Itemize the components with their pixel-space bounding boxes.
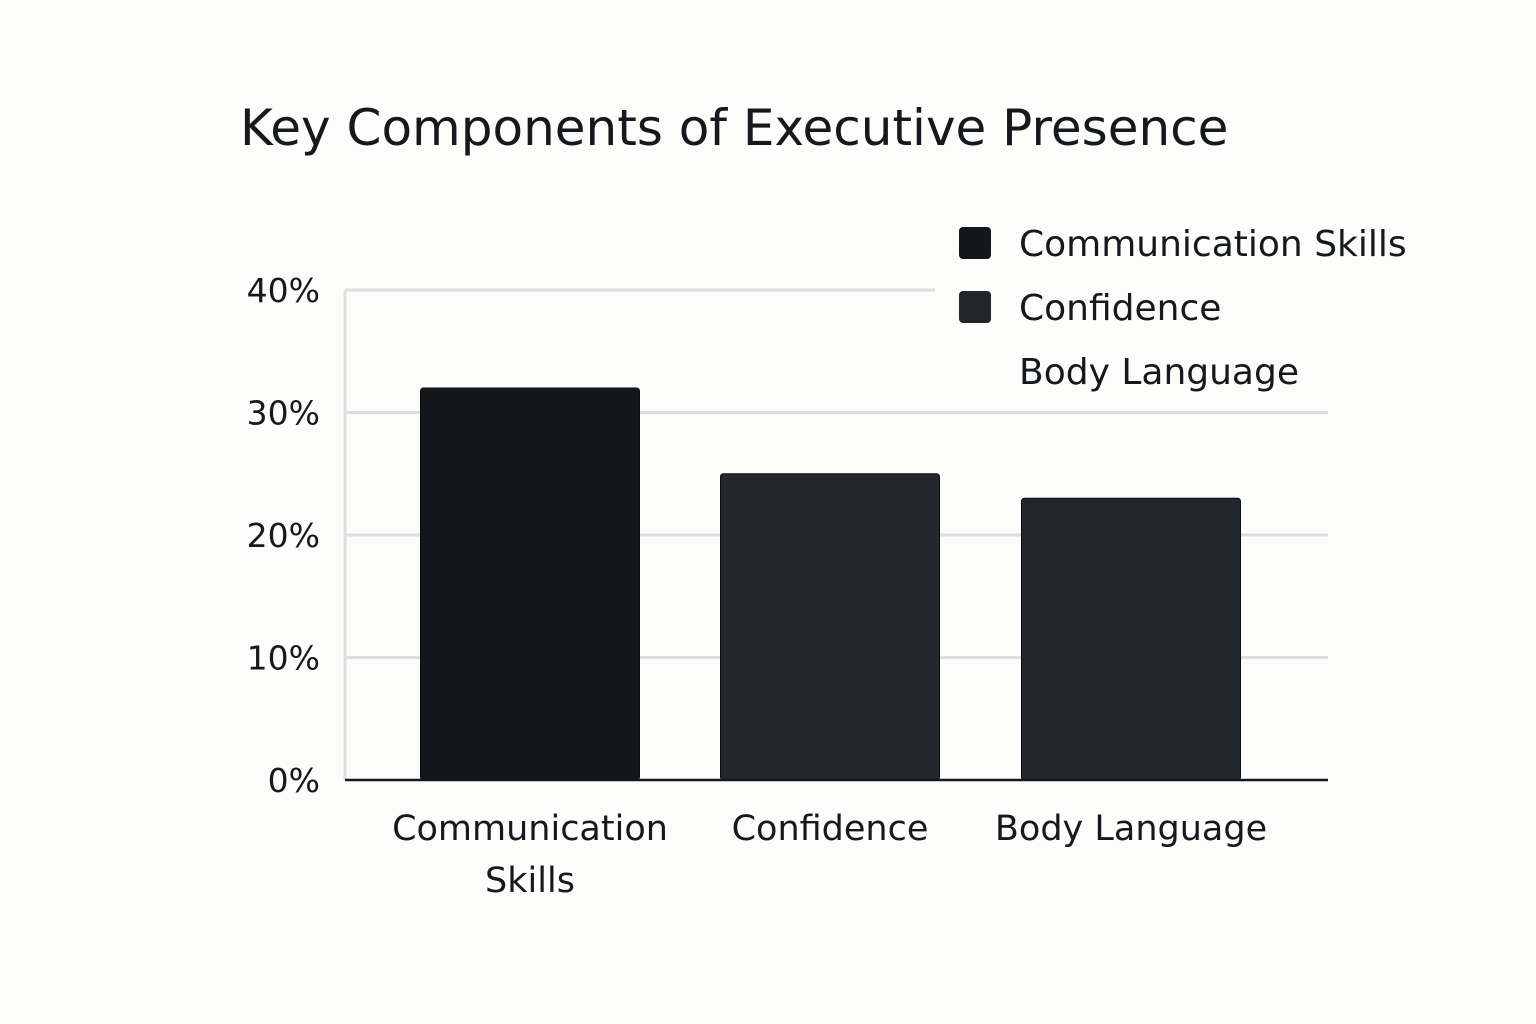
bars — [420, 387, 1241, 781]
x-category-label: Body Language — [995, 809, 1267, 849]
y-tick-label: 20% — [247, 516, 320, 555]
y-tick-label: 0% — [268, 761, 320, 800]
chart-title: Key Components of Executive Presence — [240, 99, 1228, 157]
legend-swatch — [959, 291, 991, 323]
legend: Communication Skills Confidence Body Langu… — [959, 224, 1407, 393]
legend-swatch — [959, 227, 991, 259]
y-tick-label: 10% — [247, 639, 320, 678]
bar-communication-skills — [420, 387, 640, 781]
legend-label: Communication Skills — [1019, 224, 1407, 265]
y-axis-ticks: 0% 10% 20% 30% 40% — [247, 271, 320, 800]
axes — [343, 290, 1328, 782]
y-tick-label: 30% — [247, 394, 320, 433]
bar-body-language — [1021, 497, 1241, 781]
legend-label: Body Language — [1019, 352, 1299, 393]
x-axis-categories: Communication Skills Confidence Body Langua… — [392, 809, 1267, 901]
x-category-label: Confidence — [732, 809, 929, 849]
y-tick-label: 40% — [247, 271, 320, 310]
legend-label: Confidence — [1019, 288, 1221, 329]
x-category-label: Communication — [392, 809, 668, 849]
x-category-label: Skills — [485, 861, 575, 901]
bar-confidence — [720, 473, 940, 781]
